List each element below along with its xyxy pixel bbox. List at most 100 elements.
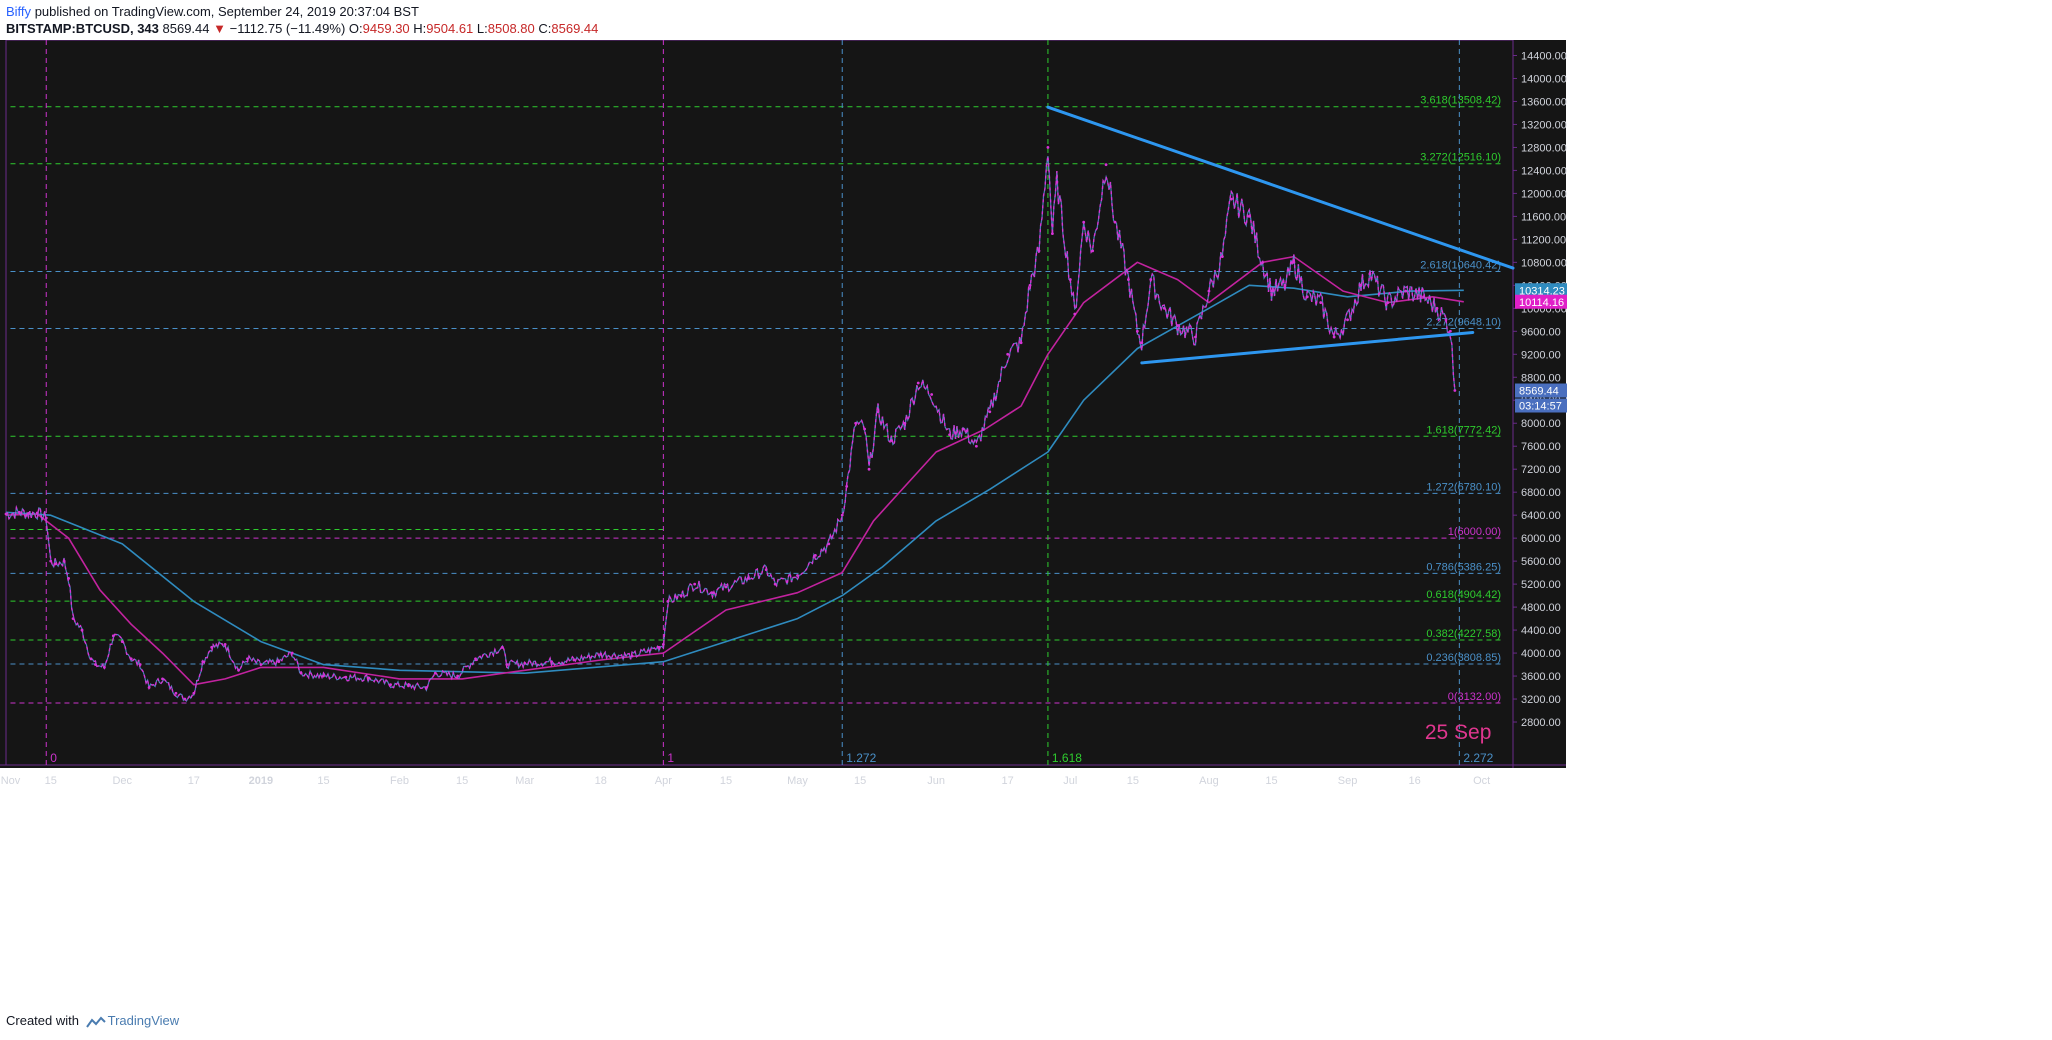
x-axis-tick-label: Jul — [1063, 775, 1077, 787]
price-point — [259, 663, 263, 666]
y-axis-tick-label: 12000.00 — [1521, 188, 1567, 200]
price-point — [1127, 278, 1130, 281]
y-axis-tick-label: 3200.00 — [1521, 694, 1561, 706]
price-point — [433, 671, 437, 675]
price-chart[interactable]: 3.618(13508.42) 3.272(12516.10) 2.618(1064… — [0, 40, 2052, 1008]
price-tag-box — [1515, 294, 1567, 309]
price-point — [572, 658, 576, 662]
y-axis-tick-label: 9200.00 — [1521, 349, 1561, 361]
price-point — [183, 697, 187, 701]
price-point — [299, 671, 303, 675]
author-link[interactable]: Biffy — [6, 4, 32, 19]
fib-level-label: 3.272(12516.10) — [1420, 152, 1501, 164]
ohlc-legend: BITSTAMP:BTCUSD, 343 8569.44 ▼ −1112.75 … — [6, 21, 598, 36]
price-point — [1283, 283, 1287, 287]
price-point — [890, 439, 893, 442]
price-point — [201, 660, 205, 664]
x-axis-tick-label: May — [787, 775, 808, 787]
price-point — [827, 542, 831, 546]
price-point — [1270, 289, 1273, 293]
price-point — [867, 467, 871, 471]
price-point — [974, 444, 978, 448]
fib-time-label: 0 — [50, 751, 57, 765]
price-point — [1104, 163, 1108, 167]
price-point — [1037, 249, 1041, 253]
countdown-label: 03:14:57 — [1519, 401, 1562, 413]
x-axis-tick-label: Nov — [1, 775, 21, 787]
publisher-line: Biffy published on TradingView.com, Sept… — [6, 4, 419, 19]
y-axis-tick-label: 9600.00 — [1521, 326, 1561, 338]
price-point — [930, 393, 934, 396]
price-point — [1046, 146, 1050, 149]
symbol-label[interactable]: BITSTAMP:BTCUSD, 343 — [6, 21, 159, 36]
price-tag-box — [1515, 383, 1567, 398]
price-point — [18, 510, 21, 514]
x-axis-tick-label: 15 — [1265, 775, 1277, 787]
y-axis-tick-label: 13200.00 — [1521, 119, 1567, 131]
price-point — [845, 485, 849, 488]
plot-frame — [5, 40, 1514, 766]
price-point — [523, 662, 527, 665]
price-point — [35, 511, 39, 515]
price-point — [1404, 289, 1408, 293]
price-point — [26, 512, 30, 515]
y-axis-tick-label: 14000.00 — [1521, 73, 1567, 85]
price-point — [1220, 255, 1224, 258]
price-point — [80, 628, 84, 632]
price-point — [277, 660, 281, 664]
price-point — [53, 562, 57, 566]
y-axis-tick-label: 8800.00 — [1521, 372, 1561, 384]
price-point — [988, 410, 992, 414]
x-axis-tick-label: 18 — [595, 775, 607, 787]
fib-level-label: 0.618(4904.42) — [1426, 589, 1501, 601]
price-point — [102, 666, 106, 669]
price-point — [1448, 329, 1452, 333]
price-point — [863, 427, 866, 431]
price-point — [474, 657, 477, 661]
price-point — [4, 512, 8, 516]
price-point — [1135, 329, 1139, 333]
fib-level-label: 2.618(10640.42) — [1420, 260, 1501, 272]
price-point — [1319, 301, 1323, 304]
price-point — [1444, 318, 1448, 322]
date-annotation: 25 Sep — [1425, 721, 1492, 744]
price-point — [773, 582, 777, 586]
close-value: 8569.44 — [551, 21, 599, 36]
price-point — [1082, 220, 1086, 224]
tradingview-brand-link[interactable]: TradingView — [107, 1013, 180, 1028]
y-axis-tick-label: 6000.00 — [1521, 533, 1561, 545]
price-point — [192, 691, 196, 695]
price-point — [505, 663, 509, 666]
price-point — [1068, 278, 1072, 281]
fib-level-label: 1.618(7772.42) — [1426, 424, 1501, 436]
fib-level-label: 0.382(4227.58) — [1426, 628, 1501, 640]
x-axis-tick-label: 15 — [317, 775, 329, 787]
price-point — [89, 657, 93, 661]
price-point — [129, 657, 133, 661]
price-point — [1261, 260, 1264, 264]
price-point — [147, 686, 151, 689]
price-point — [138, 663, 142, 666]
price-point — [1051, 232, 1054, 236]
price-point — [456, 674, 460, 678]
fib-level-label: 1(6000.00) — [1448, 526, 1501, 538]
x-axis-tick-label: Feb — [390, 775, 409, 787]
y-axis-tick-label: 7200.00 — [1521, 464, 1561, 476]
x-axis-tick-label: 15 — [720, 775, 732, 787]
x-axis-tick-label: Jun — [927, 775, 945, 787]
price-point — [630, 654, 634, 658]
price-point — [666, 599, 670, 603]
price-point — [1229, 197, 1233, 201]
price-point — [223, 643, 227, 646]
price-point — [1194, 335, 1197, 339]
y-axis-tick-label: 7600.00 — [1521, 441, 1561, 453]
price-point — [1332, 335, 1336, 339]
tradingview-logo-icon — [85, 1016, 106, 1028]
price-point — [389, 683, 392, 687]
created-with-label: Created with — [6, 1013, 79, 1028]
x-axis-tick-label: Dec — [112, 775, 132, 787]
price-point — [840, 513, 844, 517]
price-point — [813, 553, 817, 557]
price-point — [550, 660, 553, 664]
y-axis-tick-label: 4800.00 — [1521, 602, 1561, 614]
